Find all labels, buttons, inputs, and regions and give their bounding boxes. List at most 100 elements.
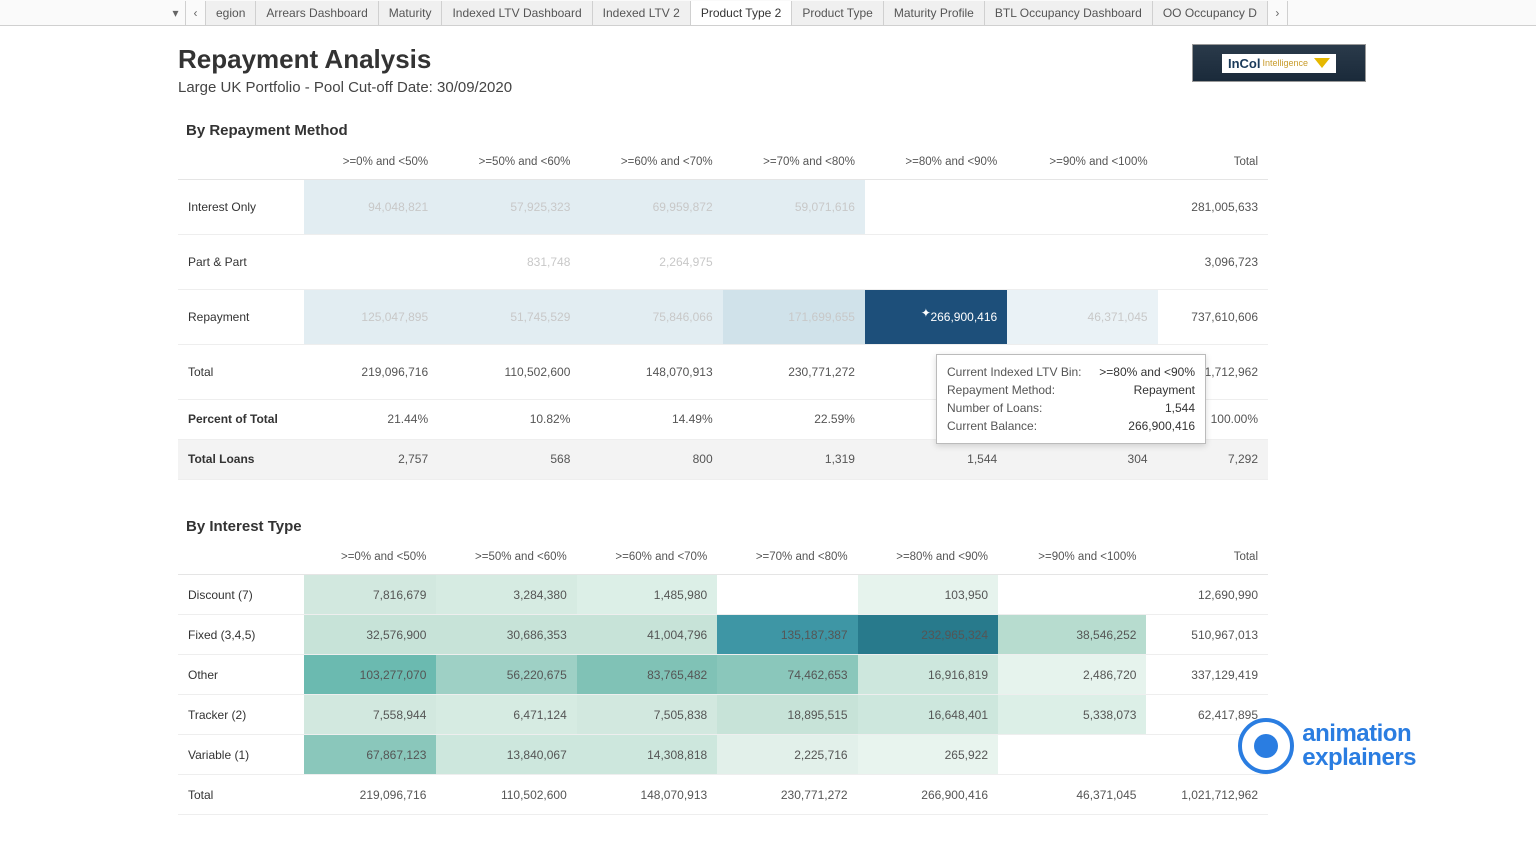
tab-bar: ▾ ‹ egionArrears DashboardMaturityIndexe… (0, 0, 1536, 26)
cell[interactable]: 125,047,895 (304, 289, 438, 344)
tooltip: Current Indexed LTV Bin:>=80% and <90% R… (936, 354, 1206, 444)
cursor-icon: ✦ (917, 306, 931, 324)
cell[interactable]: 51,745,529 (438, 289, 580, 344)
cell[interactable]: 110,502,600 (436, 775, 576, 815)
cell: 800 (580, 439, 722, 479)
cell[interactable] (1007, 179, 1157, 234)
tab-maturity[interactable]: Maturity (379, 1, 443, 25)
tab-indexed-ltv-2[interactable]: Indexed LTV 2 (593, 1, 691, 25)
cell[interactable]: 16,648,401 (858, 695, 998, 735)
cell[interactable]: 171,699,655 (723, 289, 865, 344)
cell[interactable]: 2,225,716 (717, 735, 857, 775)
tab-scroll-right-icon[interactable]: › (1268, 1, 1288, 25)
row-header: Percent of Total (178, 399, 304, 439)
cell[interactable]: 510,967,013 (1146, 615, 1268, 655)
row-header: Repayment (178, 289, 304, 344)
cell[interactable] (998, 575, 1146, 615)
cell[interactable]: 94,048,821 (304, 179, 438, 234)
cell[interactable] (1007, 234, 1157, 289)
cell[interactable]: 7,558,944 (304, 695, 436, 735)
cell[interactable]: 219,096,716 (304, 775, 436, 815)
tab-maturity-profile[interactable]: Maturity Profile (884, 1, 985, 25)
cell[interactable] (717, 575, 857, 615)
cell[interactable]: 103,950 (858, 575, 998, 615)
cell[interactable]: 110,502,600 (438, 344, 580, 399)
cell[interactable] (723, 234, 865, 289)
row-header: Total Loans (178, 439, 304, 479)
cell: 22.59% (723, 399, 865, 439)
cell[interactable]: 7,505,838 (577, 695, 717, 735)
cell[interactable]: 281,005,633 (1158, 179, 1268, 234)
cell[interactable] (865, 234, 1007, 289)
col-header: >=60% and <70% (577, 541, 717, 575)
cell[interactable]: 12,690,990 (1146, 575, 1268, 615)
cell[interactable]: 69,959,872 (580, 179, 722, 234)
cell[interactable]: 2,264,975 (580, 234, 722, 289)
tab-arrears-dashboard[interactable]: Arrears Dashboard (256, 1, 378, 25)
tab-egion[interactable]: egion (206, 1, 256, 25)
cell[interactable]: 6,471,124 (436, 695, 576, 735)
cell[interactable]: 32,576,900 (304, 615, 436, 655)
row-header: Part & Part (178, 234, 304, 289)
cell[interactable]: 5,338,073 (998, 695, 1146, 735)
cell[interactable]: 13,840,067 (436, 735, 576, 775)
cell[interactable]: 16,916,819 (858, 655, 998, 695)
col-header: Total (1158, 145, 1268, 179)
row-header: Total (178, 775, 304, 815)
cell[interactable]: 30,686,353 (436, 615, 576, 655)
cell: 21.44% (304, 399, 438, 439)
cell[interactable]: ✦266,900,416 (865, 289, 1007, 344)
cell[interactable]: 67,867,123 (304, 735, 436, 775)
cell[interactable]: 59,071,616 (723, 179, 865, 234)
cell[interactable]: 3,096,723 (1158, 234, 1268, 289)
cell[interactable]: 14,308,818 (577, 735, 717, 775)
cell[interactable]: 1,485,980 (577, 575, 717, 615)
cell[interactable]: 2,486,720 (998, 655, 1146, 695)
cell[interactable] (998, 735, 1146, 775)
tab-product-type-2[interactable]: Product Type 2 (691, 1, 793, 25)
cell[interactable]: 18,895,515 (717, 695, 857, 735)
cell[interactable]: 232,965,324 (858, 615, 998, 655)
col-header: >=50% and <60% (436, 541, 576, 575)
cell[interactable]: 230,771,272 (723, 344, 865, 399)
cell[interactable]: 3,284,380 (436, 575, 576, 615)
cell[interactable]: 148,070,913 (580, 344, 722, 399)
cell[interactable]: 41,004,796 (577, 615, 717, 655)
cell[interactable]: 7,816,679 (304, 575, 436, 615)
cell[interactable]: 219,096,716 (304, 344, 438, 399)
cell[interactable]: 46,371,045 (1007, 289, 1157, 344)
cell[interactable]: 83,765,482 (577, 655, 717, 695)
tab-product-type[interactable]: Product Type (792, 1, 884, 25)
cell[interactable]: 103,277,070 (304, 655, 436, 695)
cell[interactable] (304, 234, 438, 289)
cell[interactable]: 56,220,675 (436, 655, 576, 695)
col-header: >=70% and <80% (723, 145, 865, 179)
cell[interactable]: 831,748 (438, 234, 580, 289)
cell[interactable]: 74,462,653 (717, 655, 857, 695)
row-header: Other (178, 655, 304, 695)
logo-brand-text: InCol (1228, 56, 1261, 71)
cell[interactable] (865, 179, 1007, 234)
col-header: >=60% and <70% (580, 145, 722, 179)
cell[interactable]: 135,187,387 (717, 615, 857, 655)
cell[interactable]: 148,070,913 (577, 775, 717, 815)
cell[interactable]: 230,771,272 (717, 775, 857, 815)
tab-dropdown-icon[interactable]: ▾ (166, 1, 186, 25)
tab-scroll-left-icon[interactable]: ‹ (186, 1, 206, 25)
row-header: Tracker (2) (178, 695, 304, 735)
cell[interactable]: 1,021,712,962 (1146, 775, 1268, 815)
cell[interactable]: 337,129,419 (1146, 655, 1268, 695)
tab-btl-occupancy-dashboard[interactable]: BTL Occupancy Dashboard (985, 1, 1153, 25)
cell[interactable]: 75,846,066 (580, 289, 722, 344)
crosstab-interest-type[interactable]: >=0% and <50%>=50% and <60%>=60% and <70… (178, 541, 1268, 816)
cell[interactable]: 737,610,606 (1158, 289, 1268, 344)
cell[interactable]: 266,900,416 (858, 775, 998, 815)
cell[interactable]: 46,371,045 (998, 775, 1146, 815)
cell: 7,292 (1158, 439, 1268, 479)
tab-indexed-ltv-dashboard[interactable]: Indexed LTV Dashboard (442, 1, 592, 25)
cell[interactable]: 57,925,323 (438, 179, 580, 234)
cell[interactable]: 38,546,252 (998, 615, 1146, 655)
cell[interactable]: 265,922 (858, 735, 998, 775)
logo-triangle-icon (1314, 58, 1330, 68)
tab-oo-occupancy-d[interactable]: OO Occupancy D (1153, 1, 1268, 25)
